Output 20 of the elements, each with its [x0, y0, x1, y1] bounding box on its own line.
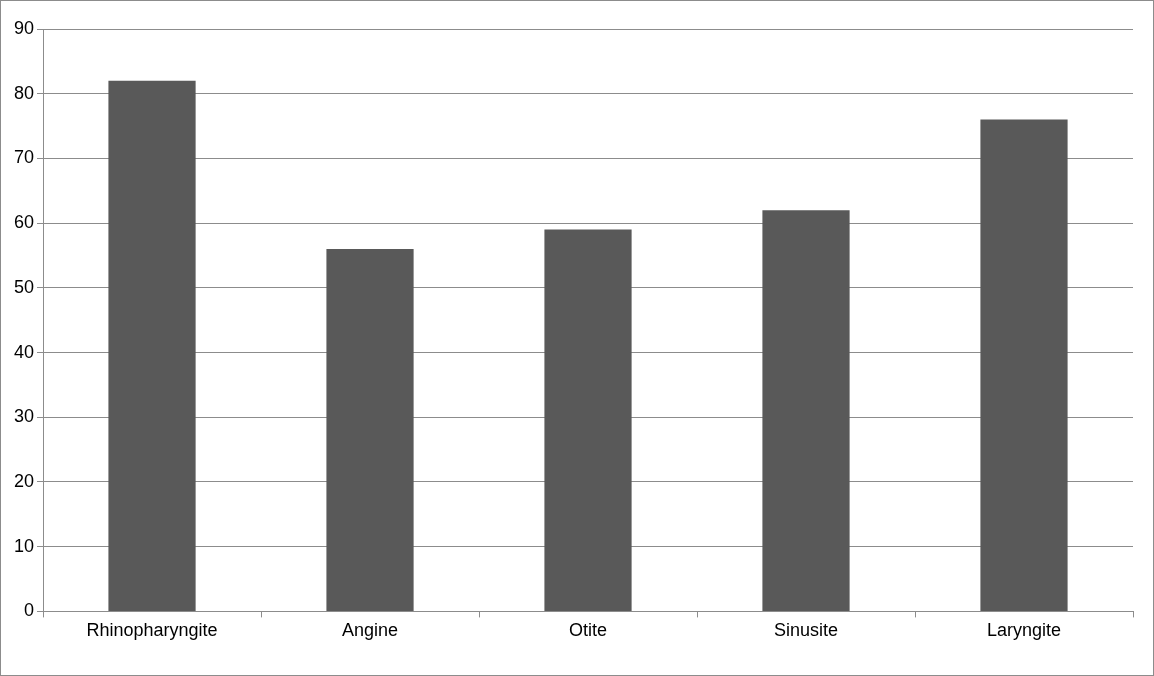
x-tick-label: Rhinopharyngite	[86, 620, 218, 641]
bar	[980, 119, 1068, 611]
y-tick-label: 10	[13, 535, 35, 556]
y-tick-label: 0	[24, 600, 35, 621]
x-tick-label: Angine	[341, 620, 399, 641]
bar	[544, 229, 632, 611]
y-tick-label: 80	[13, 82, 35, 103]
bar	[108, 80, 196, 611]
y-tick-label: 20	[13, 470, 35, 491]
y-tick-label: 50	[13, 276, 35, 297]
bar	[762, 210, 850, 611]
y-tick-label: 70	[13, 147, 35, 168]
y-tick-label: 60	[13, 212, 35, 233]
y-tick-label: 90	[13, 17, 35, 38]
y-tick-label: 30	[13, 406, 35, 427]
y-tick-label: 40	[13, 341, 35, 362]
x-tick-label: Otite	[569, 620, 608, 641]
bar	[326, 249, 414, 611]
x-tick-label: Sinusite	[773, 620, 839, 641]
x-tick-label: Laryngite	[986, 620, 1062, 641]
